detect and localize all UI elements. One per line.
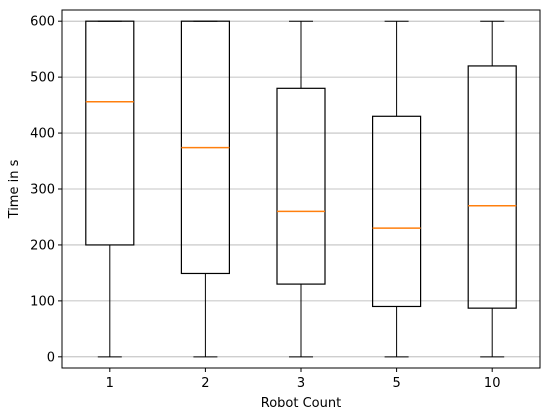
box-2 — [180, 20, 230, 358]
y-tick-label: 100 — [30, 294, 55, 309]
x-axis-ticks: 1 2 3 5 10 — [106, 368, 501, 391]
box-5 — [372, 20, 422, 358]
x-tick-label: 10 — [484, 376, 501, 391]
y-axis-ticks: 0 100 200 300 400 500 600 — [30, 15, 62, 365]
iqr-box — [276, 87, 326, 285]
box-1 — [85, 20, 135, 358]
x-tick-label: 5 — [392, 376, 400, 391]
y-axis-label: Time in s — [7, 159, 22, 219]
iqr-box — [372, 115, 422, 308]
y-tick-label: 300 — [30, 183, 55, 198]
y-tick-label: 600 — [30, 15, 55, 30]
y-tick-label: 500 — [30, 71, 55, 86]
y-tick-label: 200 — [30, 238, 55, 253]
box-group — [85, 20, 517, 358]
y-tick-label: 400 — [30, 127, 55, 142]
x-axis-label: Robot Count — [261, 396, 341, 411]
box-10 — [467, 20, 517, 358]
x-tick-label: 1 — [106, 376, 114, 391]
y-tick-label: 0 — [47, 350, 55, 365]
x-tick-label: 3 — [297, 376, 305, 391]
iqr-box — [467, 65, 517, 309]
box-3 — [276, 20, 326, 358]
x-tick-label: 2 — [201, 376, 209, 391]
iqr-box — [85, 20, 135, 246]
